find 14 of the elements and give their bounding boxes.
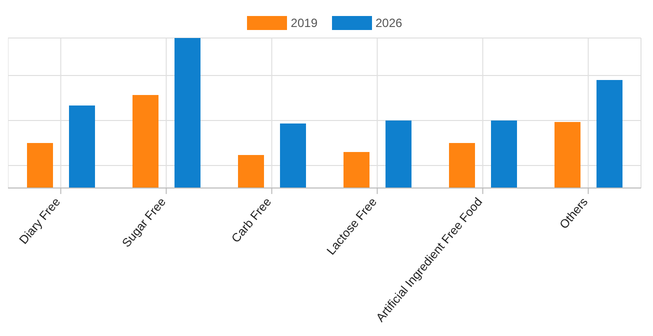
legend-label: 2019	[290, 16, 318, 30]
bar	[596, 80, 622, 188]
bar	[132, 95, 158, 188]
bar	[280, 124, 306, 188]
bar	[491, 120, 517, 188]
bar	[386, 120, 412, 188]
bar	[27, 143, 53, 188]
legend-label: 2026	[374, 16, 402, 30]
bar	[449, 143, 475, 188]
bar	[554, 122, 580, 188]
bar	[238, 155, 264, 188]
bar	[344, 152, 370, 188]
bar	[69, 106, 95, 188]
bar	[174, 38, 200, 188]
